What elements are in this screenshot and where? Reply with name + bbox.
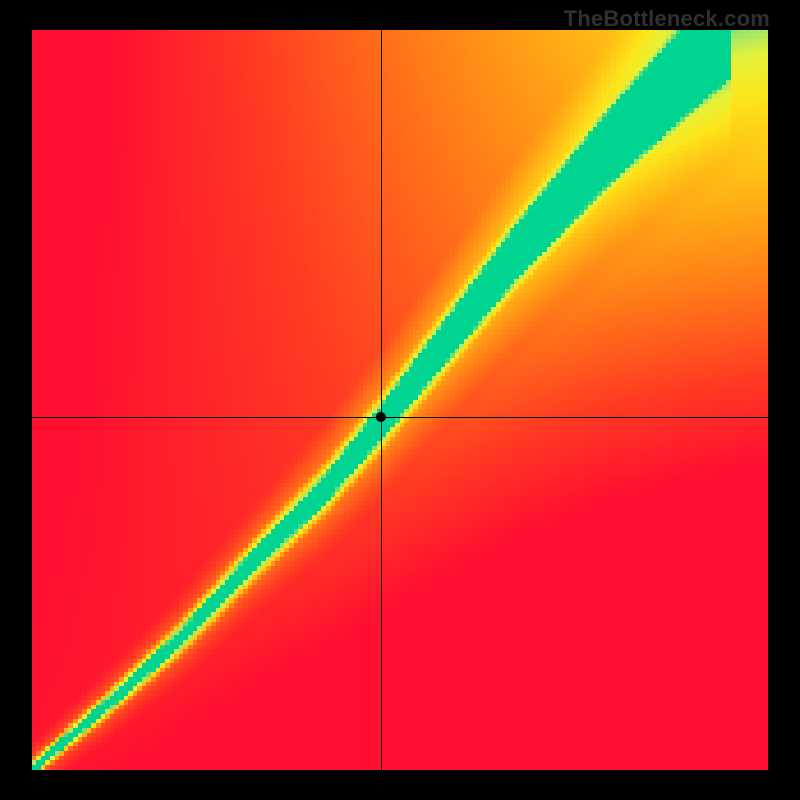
chart-container: TheBottleneck.com bbox=[0, 0, 800, 800]
heatmap-canvas bbox=[32, 30, 768, 770]
plot-area bbox=[32, 30, 768, 770]
watermark-text: TheBottleneck.com bbox=[564, 6, 770, 32]
